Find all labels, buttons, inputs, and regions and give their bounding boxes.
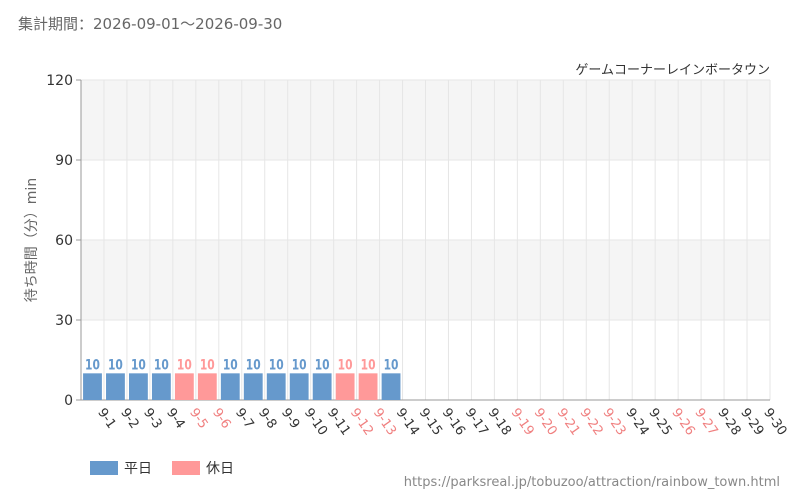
bar: [289, 373, 309, 400]
chart-title: ゲームコーナーレインボータウン: [575, 63, 770, 78]
bar-value-label: 10: [131, 357, 146, 373]
x-tick-label: 9-3: [140, 406, 164, 432]
bar: [83, 373, 102, 400]
x-tick-label: 9-9: [278, 406, 302, 432]
x-tick-label: 9-11: [324, 406, 353, 439]
x-tick-label: 9-30: [760, 406, 789, 439]
legend-holiday: 休日: [172, 458, 234, 478]
bar-value-label: 10: [292, 357, 307, 373]
bar-value-label: 10: [108, 357, 123, 373]
bar: [151, 373, 171, 400]
legend-weekday-label: 平日: [124, 461, 152, 477]
x-tick-label: 9-18: [485, 406, 514, 439]
x-tick-label: 9-4: [163, 406, 187, 432]
bar-value-label: 10: [246, 357, 261, 373]
y-axis-label: 待ち時間（分）min: [24, 178, 40, 302]
x-tick-label: 9-27: [691, 406, 720, 439]
x-tick-label: 9-26: [668, 406, 697, 439]
source-url: https://parksreal.jp/tobuzoo/attraction/…: [403, 475, 780, 490]
x-tick-label: 9-8: [255, 406, 279, 432]
x-tick-label: 9-7: [232, 406, 256, 432]
bar: [129, 373, 148, 400]
bar: [243, 373, 263, 400]
bar: [358, 373, 378, 400]
x-tick-label: 9-24: [622, 406, 651, 439]
bar-value-label: 10: [85, 357, 100, 373]
legend-holiday-swatch: [172, 461, 200, 475]
y-tick-label: 60: [55, 233, 73, 249]
bar-value-label: 10: [338, 357, 353, 373]
y-tick-label: 90: [55, 153, 73, 169]
legend-holiday-label: 休日: [206, 461, 234, 477]
x-tick-label: 9-1: [94, 406, 118, 432]
x-tick-label: 9-12: [347, 406, 376, 439]
x-tick-label: 9-14: [393, 406, 422, 439]
x-tick-label: 9-17: [462, 406, 491, 439]
bar-value-label: 10: [384, 357, 399, 373]
x-tick-label: 9-13: [370, 406, 399, 439]
x-tick-label: 9-16: [439, 406, 468, 439]
bar: [197, 373, 217, 400]
bar-value-label: 10: [154, 357, 169, 373]
bar: [106, 373, 125, 400]
x-tick-label: 9-28: [714, 406, 743, 439]
y-tick-label: 30: [55, 313, 73, 329]
x-tick-label: 9-2: [117, 406, 141, 432]
x-tick-label: 9-21: [554, 406, 583, 439]
y-tick-label: 0: [64, 393, 73, 409]
x-tick-label: 9-20: [531, 406, 560, 439]
bar: [335, 373, 355, 400]
bar: [266, 373, 286, 400]
y-tick-label: 120: [46, 73, 73, 89]
bar: [174, 373, 194, 400]
bar-value-label: 10: [269, 357, 284, 373]
x-tick-label: 9-23: [599, 406, 628, 439]
period-label: 集計期間：2026-09-01～2026-09-30: [18, 15, 283, 33]
bar-value-label: 10: [223, 357, 238, 373]
legend-weekday: 平日: [90, 458, 152, 478]
legend-weekday-swatch: [90, 461, 118, 475]
legend: 平日 休日: [90, 458, 254, 478]
x-tick-label: 9-6: [209, 406, 233, 432]
bar-value-label: 10: [200, 357, 215, 373]
x-tick-label: 9-25: [645, 406, 674, 439]
x-tick-label: 9-29: [737, 406, 766, 439]
x-tick-label: 9-5: [186, 406, 210, 432]
bar-value-label: 10: [177, 357, 192, 373]
bar-value-label: 10: [361, 357, 376, 373]
bar: [220, 373, 240, 400]
x-tick-label: 9-10: [301, 406, 330, 439]
x-tick-label: 9-22: [577, 406, 606, 439]
x-tick-label: 9-19: [508, 406, 537, 439]
bar-value-label: 10: [315, 357, 330, 373]
x-tick-label: 9-15: [416, 406, 445, 439]
bar: [381, 373, 401, 400]
bar: [312, 373, 332, 400]
